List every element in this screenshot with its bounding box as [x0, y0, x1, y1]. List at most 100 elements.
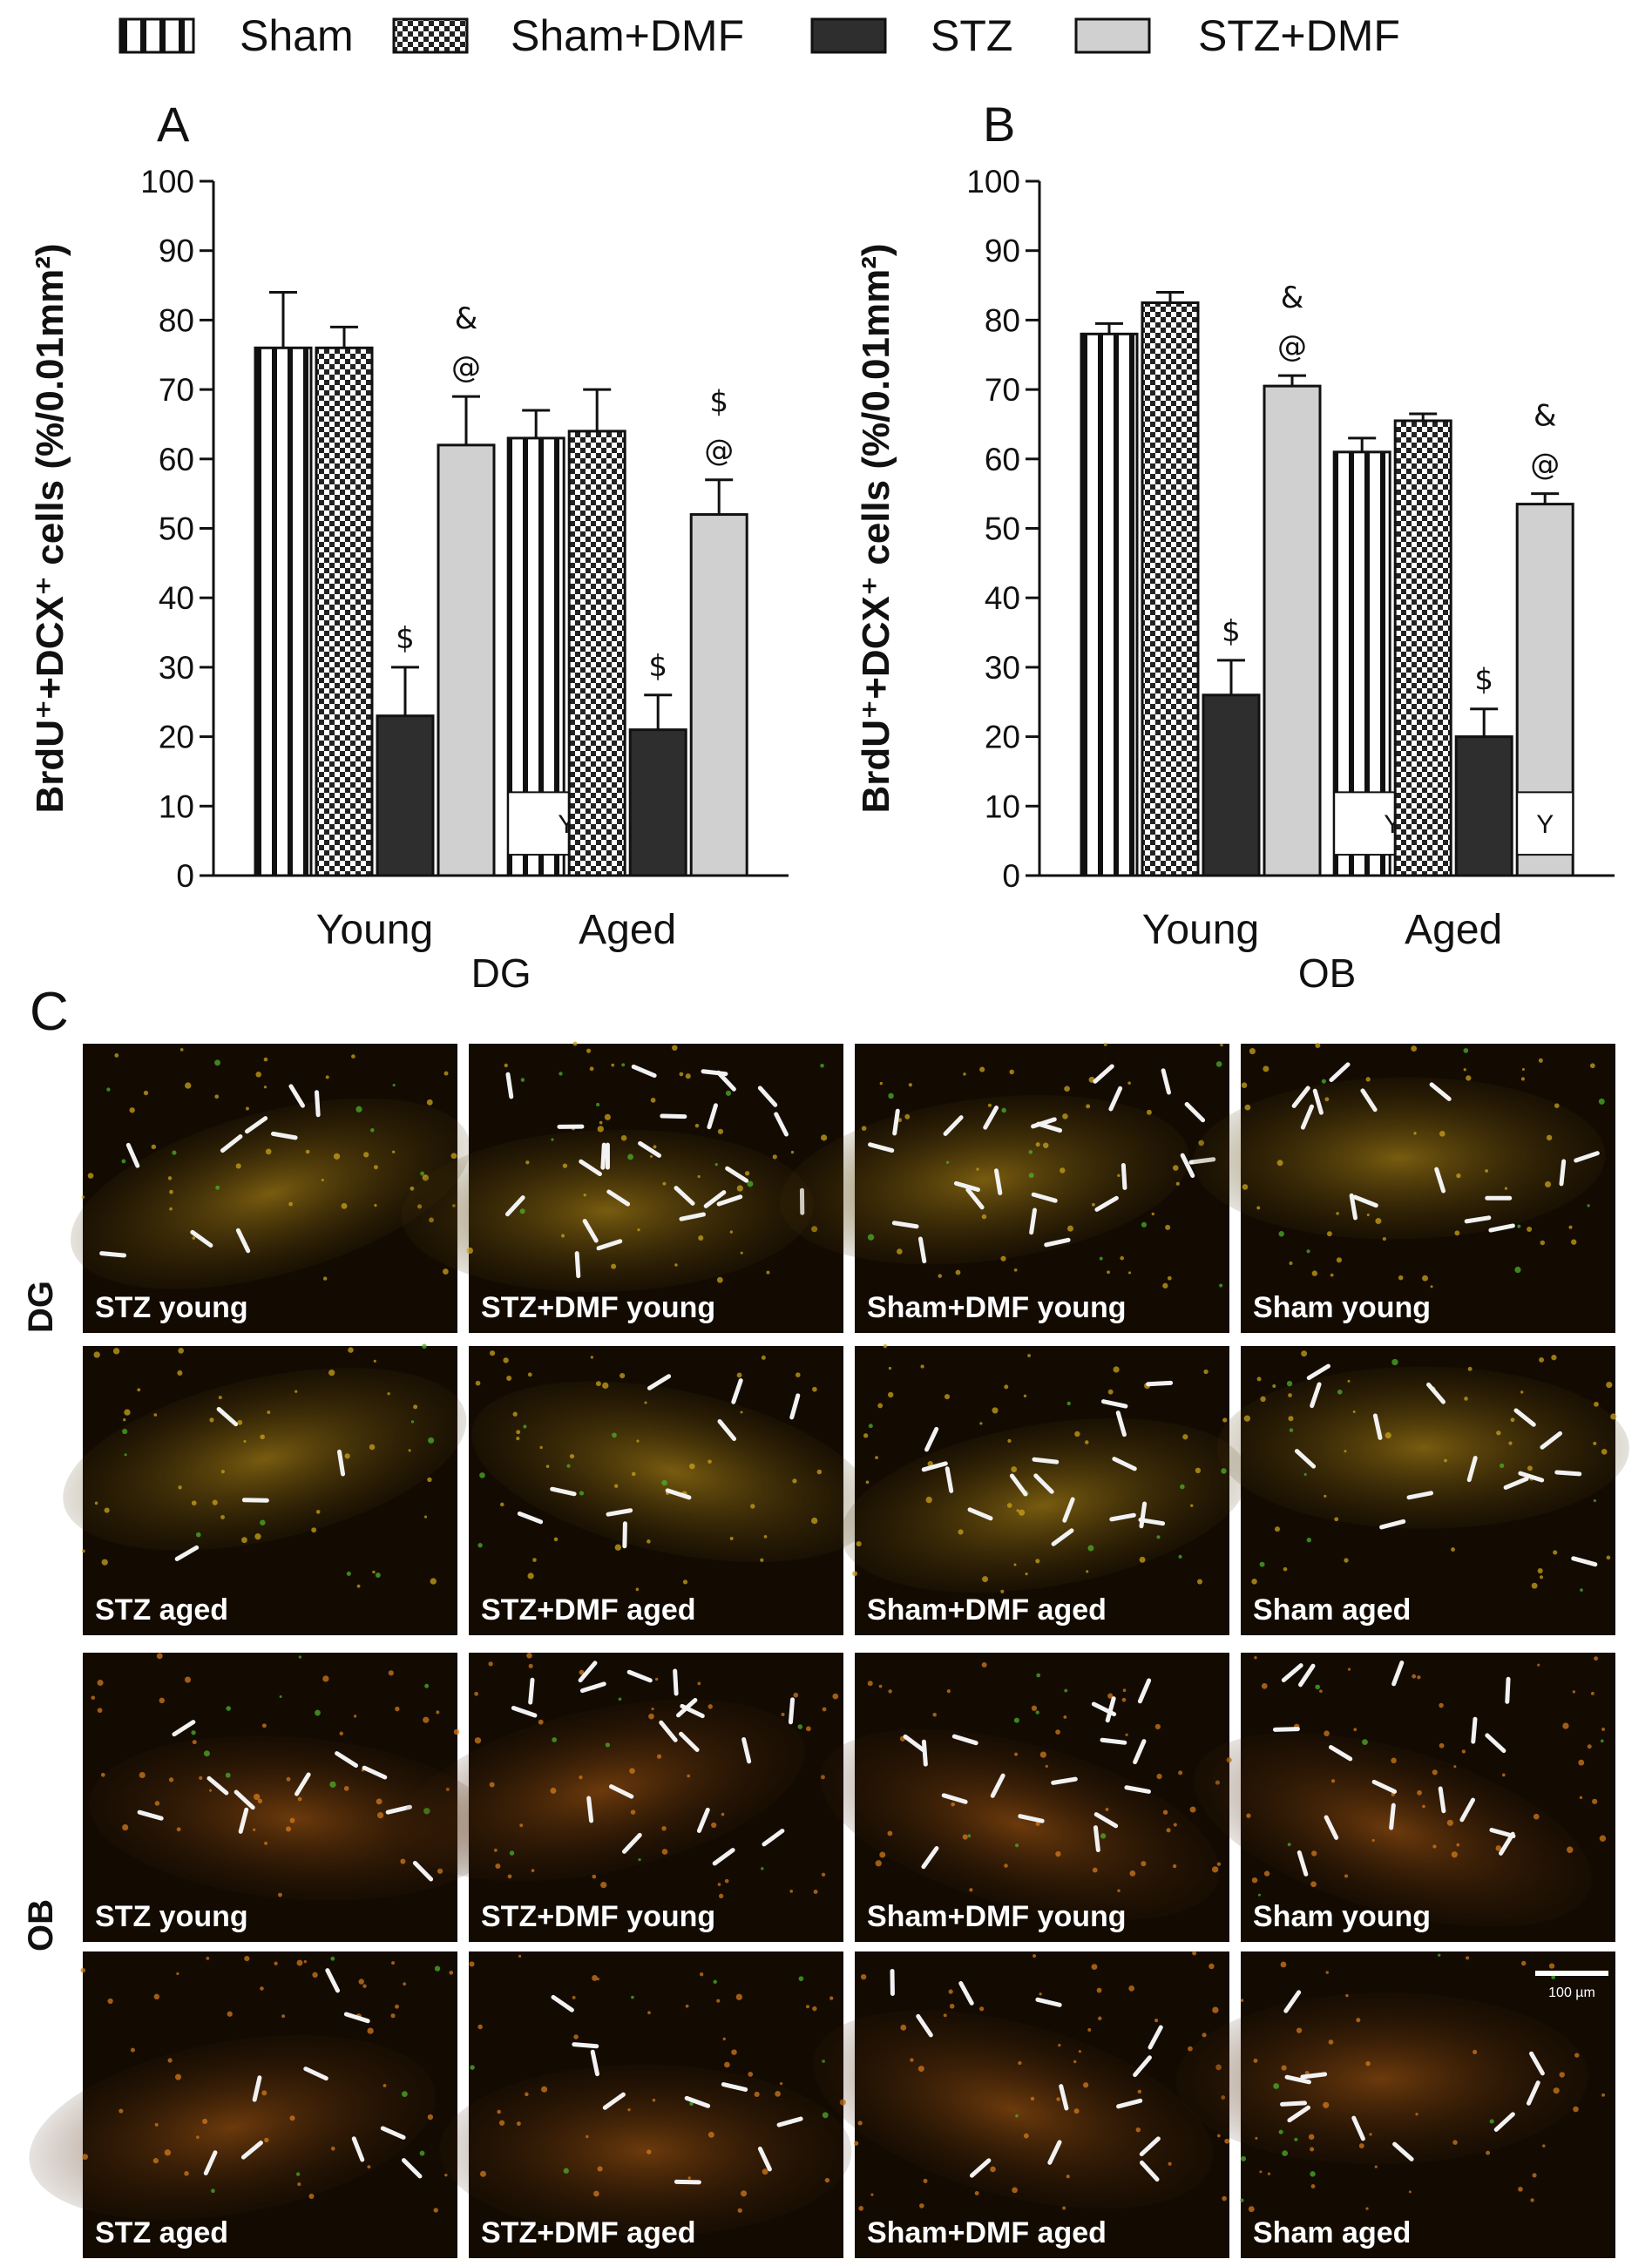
arrow-marker [579, 1681, 606, 1694]
cell-speck [1011, 1466, 1018, 1472]
cell-speck [631, 1995, 634, 1999]
cell-speck [1263, 1065, 1269, 1072]
arrow-marker [1471, 1716, 1478, 1744]
tissue-region [401, 1699, 805, 1882]
cell-speck [1064, 1688, 1068, 1693]
cell-speck [1211, 1866, 1219, 1873]
cell-speck [551, 1138, 554, 1141]
cell-speck [1240, 2198, 1244, 2202]
cell-speck [474, 1737, 482, 1744]
cell-speck [579, 1669, 585, 1675]
cell-speck [1035, 1142, 1040, 1147]
arrow-marker [1047, 2140, 1062, 2165]
arrow-marker [788, 1697, 796, 1725]
cell-speck [1451, 1851, 1458, 1858]
cell-speck [653, 1145, 657, 1149]
bar-stz-aged [628, 728, 687, 877]
cell-speck [261, 1723, 267, 1728]
arrow-marker [1406, 1491, 1434, 1500]
cell-speck [1501, 1773, 1506, 1777]
cell-speck [325, 1075, 329, 1079]
cell-speck [592, 1874, 597, 1879]
cell-speck [1330, 1273, 1334, 1277]
cell-speck [689, 1463, 695, 1470]
cell-speck [1156, 1535, 1161, 1539]
cell-speck [225, 1772, 231, 1778]
cell-speck [353, 1715, 357, 1718]
cell-speck [1432, 1844, 1437, 1849]
cell-speck [214, 1059, 220, 1066]
arrow-marker [1489, 1828, 1516, 1839]
cell-speck [717, 1883, 721, 1886]
cell-speck [792, 1478, 797, 1484]
arrow-marker [1392, 2141, 1414, 2161]
arrow-marker [665, 1488, 692, 1500]
cell-speck [322, 1276, 328, 1281]
cell-speck [227, 2011, 233, 2017]
cell-speck [1466, 1956, 1470, 1960]
cell-speck [118, 2108, 124, 2114]
arrow-marker [953, 1180, 980, 1193]
cell-speck [908, 1083, 912, 1087]
cell-speck [1352, 1410, 1356, 1414]
cell-speck [697, 1681, 701, 1686]
cell-speck [868, 1424, 873, 1429]
arrow-marker [943, 1115, 964, 1136]
cell-speck [661, 1826, 667, 1831]
cell-speck [392, 1150, 396, 1153]
arrow-marker [674, 2179, 701, 2185]
cell-speck [1521, 1067, 1525, 1072]
cell-speck [130, 2047, 135, 2053]
cell-speck [1195, 1467, 1202, 1474]
cell-speck [596, 1102, 600, 1107]
cell-speck [410, 1420, 415, 1424]
arrow-marker [725, 1166, 749, 1183]
cell-speck [1530, 2198, 1534, 2202]
cell-speck [1243, 1415, 1251, 1422]
cell-speck [718, 1893, 724, 1898]
cell-speck [962, 1834, 968, 1840]
legend-label-stz: STZ [931, 11, 1012, 60]
y-tick-label: 80 [159, 302, 194, 338]
cell-speck [1013, 1268, 1018, 1272]
cell-speck [656, 1754, 662, 1759]
cell-speck [1280, 1961, 1287, 1968]
micrograph: STZ+DMF young [401, 1041, 843, 1333]
cell-speck [1073, 2060, 1077, 2064]
significance-marker: @ [1530, 448, 1560, 483]
cell-speck [139, 1771, 146, 1779]
arrow-marker [716, 1070, 736, 1092]
cell-speck [1004, 1384, 1009, 1390]
arrow-marker [1109, 1512, 1136, 1522]
cell-speck [253, 1828, 256, 1831]
cell-speck [1103, 1042, 1107, 1046]
arrow-marker [234, 1789, 255, 1810]
cell-speck [1086, 1570, 1089, 1573]
cell-speck [470, 2065, 475, 2070]
cell-speck [152, 2158, 159, 2164]
cell-speck [474, 1691, 478, 1696]
legend-label-stz-dmf: STZ+DMF [1198, 11, 1400, 60]
arrow-marker [712, 1848, 735, 1866]
cell-speck [1537, 1663, 1540, 1667]
arrow-marker [1272, 1727, 1300, 1732]
cell-speck [790, 1150, 795, 1154]
cell-speck [687, 2176, 691, 2180]
cell-speck [629, 1768, 635, 1774]
category-label-young: Young [316, 907, 433, 953]
cell-speck [990, 2166, 996, 2173]
cell-speck [1125, 1733, 1128, 1736]
cell-speck [1496, 1431, 1501, 1436]
cell-speck [716, 1276, 723, 1283]
cell-speck [620, 1372, 626, 1379]
cell-speck [967, 1834, 972, 1838]
cell-speck [541, 2086, 548, 2093]
legend-item-sham-dmf: Sham+DMF [392, 11, 744, 60]
cell-speck [80, 1967, 86, 1973]
y-tick-label: 0 [1002, 858, 1020, 894]
cell-speck [237, 1419, 243, 1425]
cell-speck [1078, 2050, 1081, 2053]
cell-speck [114, 1053, 119, 1058]
micrograph-background [1241, 1346, 1615, 1635]
tissue-region [1193, 1077, 1606, 1240]
